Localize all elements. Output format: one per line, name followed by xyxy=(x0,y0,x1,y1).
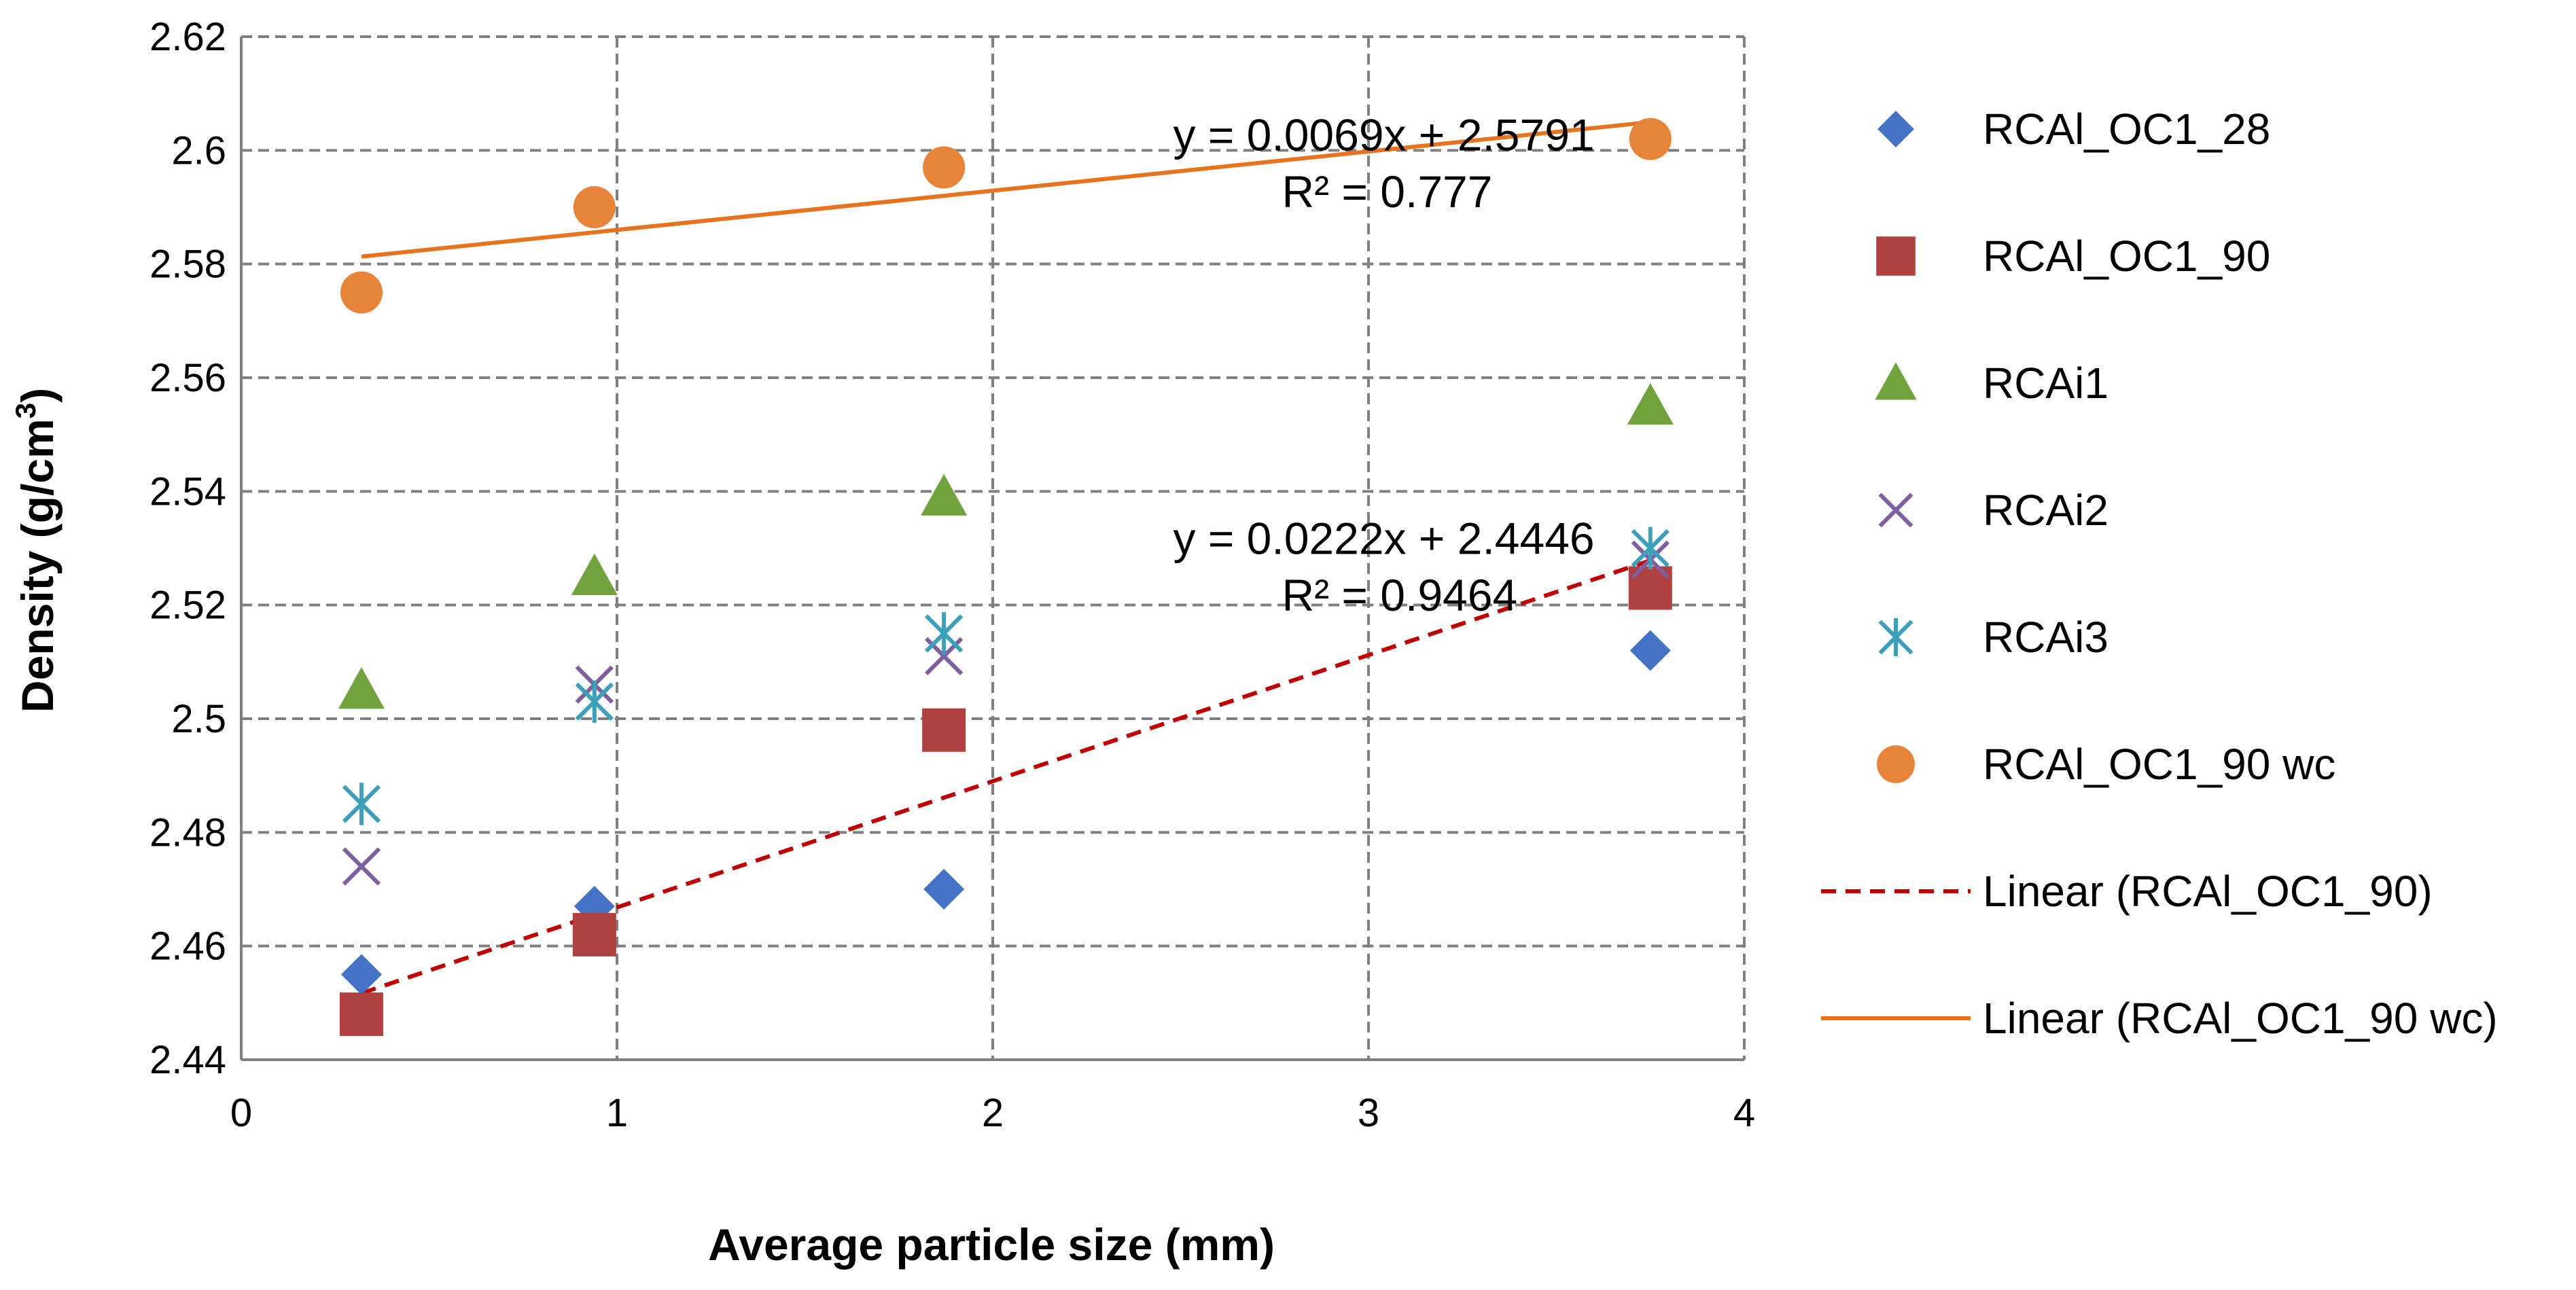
legend-symbol xyxy=(1878,492,1913,528)
legend-entry: RCAi2 xyxy=(1878,486,2109,535)
data-point xyxy=(340,954,382,995)
x-axis-title: Average particle size (mm) xyxy=(708,1219,1275,1270)
data-point xyxy=(571,553,618,596)
legend-label: RCAl_OC1_90 xyxy=(1983,232,2270,281)
gridlines xyxy=(241,35,1746,1060)
legend-entry: RCAl_OC1_28 xyxy=(1877,105,2270,154)
tick-labels: 2.44 2.46 2.48 2.5 2.52 2.54 2.56 2.58 2.6 2.62 0 1… xyxy=(149,15,1755,1135)
legend-symbol xyxy=(1876,236,1916,276)
legend-label: Linear (RCAl_OC1_90) xyxy=(1983,867,2433,916)
axes xyxy=(240,37,1744,1061)
y-tick-label: 2.5 xyxy=(171,697,226,741)
x-tick-label: 1 xyxy=(606,1091,628,1135)
trendline-equation: y = 0.0222x + 2.4446 xyxy=(1173,513,1594,563)
trendline-r2: R² = 0.777 xyxy=(1282,166,1492,217)
y-axis-title: Density (g/cm3) xyxy=(10,388,63,713)
data-point xyxy=(1629,630,1671,671)
data-point xyxy=(338,667,385,709)
y-tick-label: 2.44 xyxy=(149,1038,226,1082)
data-point xyxy=(572,912,616,956)
trendline-equations: y = 0.0222x + 2.4446 R² = 0.9464 y = 0.006… xyxy=(1173,109,1594,620)
legend: RCAl_OC1_28 RCAl_OC1_90 RCAi1 RCAi2 RCAi3 RCA… xyxy=(1821,105,2498,1043)
legend-entry: RCAl_OC1_90 wc xyxy=(1877,740,2335,789)
x-tick-label: 2 xyxy=(982,1091,1004,1135)
legend-symbol xyxy=(1878,617,1913,657)
legend-entry: RCAi3 xyxy=(1878,613,2109,662)
legend-label: RCAi2 xyxy=(1983,486,2109,535)
y-tick-label: 2.56 xyxy=(149,356,226,400)
x-tick-label: 3 xyxy=(1358,1091,1379,1135)
legend-symbol xyxy=(1877,745,1915,783)
y-axis-title-close: ) xyxy=(12,388,63,403)
legend-label: Linear (RCAl_OC1_90 wc) xyxy=(1983,994,2498,1043)
data-point xyxy=(573,186,616,228)
legend-entry: RCAi1 xyxy=(1875,359,2109,408)
legend-label: RCAl_OC1_28 xyxy=(1983,105,2270,154)
x-marker-stroke xyxy=(342,847,381,886)
legend-entry: RCAl_OC1_90 xyxy=(1876,232,2270,281)
data-point xyxy=(342,783,381,825)
x-tick-label: 4 xyxy=(1733,1091,1755,1135)
y-tick-label: 2.62 xyxy=(149,15,226,59)
legend-symbol xyxy=(1875,362,1917,400)
y-tick-label: 2.54 xyxy=(149,469,226,514)
data-point xyxy=(923,146,966,189)
y-axis-title-superscript: 3 xyxy=(10,403,41,418)
data-point xyxy=(1629,118,1672,160)
x-tick-label: 0 xyxy=(230,1091,252,1135)
y-axis-title-main: Density (g/cm xyxy=(12,418,63,713)
data-points xyxy=(338,118,1674,1037)
data-point xyxy=(575,680,614,723)
trendline-r2: R² = 0.9464 xyxy=(1282,570,1517,620)
data-point xyxy=(1631,526,1670,570)
data-point xyxy=(342,847,381,886)
y-tick-label: 2.52 xyxy=(149,584,226,628)
legend-entry: Linear (RCAl_OC1_90 wc) xyxy=(1821,994,2498,1043)
legend-label: RCAl_OC1_90 wc xyxy=(1983,740,2335,789)
legend-entry: Linear (RCAl_OC1_90) xyxy=(1821,867,2433,916)
trendline xyxy=(361,120,1651,259)
data-point xyxy=(924,612,964,655)
x-marker-stroke xyxy=(1878,492,1913,528)
y-tick-label: 2.48 xyxy=(149,810,226,855)
data-point xyxy=(1627,382,1674,425)
y-tick-label: 2.58 xyxy=(149,243,226,287)
legend-symbol xyxy=(1877,111,1914,147)
data-point xyxy=(340,271,383,314)
data-point xyxy=(923,869,965,910)
data-point xyxy=(921,473,968,516)
y-tick-label: 2.46 xyxy=(149,925,226,969)
data-point xyxy=(339,992,383,1037)
legend-label: RCAi1 xyxy=(1983,359,2109,408)
legend-label: RCAi3 xyxy=(1983,613,2109,662)
y-tick-label: 2.6 xyxy=(171,128,226,173)
trendline-equation: y = 0.0069x + 2.5791 xyxy=(1173,109,1594,160)
data-point xyxy=(922,708,966,752)
